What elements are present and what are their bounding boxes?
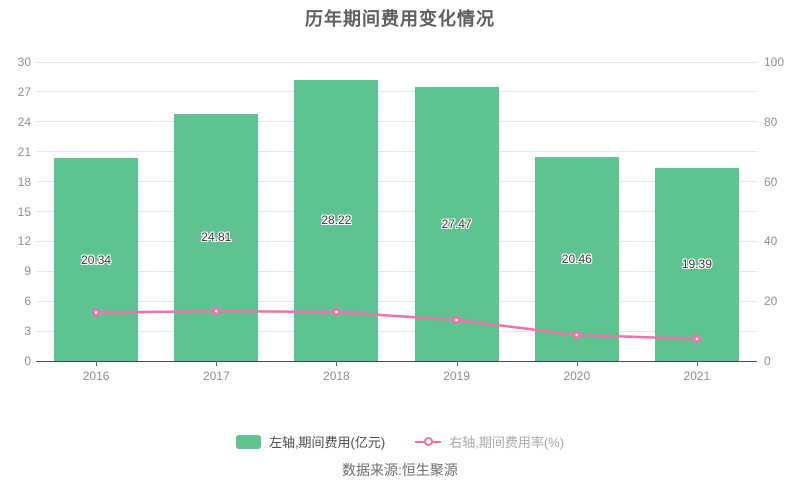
bar-value-label: 19.39 (681, 257, 712, 272)
x-axis-label-2017: 2017 (202, 369, 230, 383)
bar-value-label: 20.46 (561, 252, 592, 266)
bar-2016[interactable] (54, 158, 139, 361)
plot-area: 20.34 24.81 28.22 27.47 20.46 19.39 (36, 61, 757, 361)
left-axis-tick-label: 18 (17, 174, 31, 189)
left-axis-tick-label: 12 (17, 234, 31, 249)
legend-item-period-expense[interactable]: 左轴,期间费用(亿元) (235, 432, 386, 451)
line-series-swatch-icon (415, 435, 442, 449)
gridline (36, 300, 757, 302)
line-point-center-dot (335, 310, 338, 314)
circle-marker-icon (423, 437, 433, 446)
x-axis-label-2021: 2021 (683, 369, 711, 383)
left-axis-tick-label: 9 (24, 264, 31, 279)
left-axis-tick-label: 24 (17, 114, 31, 129)
line-point-center-dot (695, 337, 699, 341)
left-axis-tick-label: 3 (24, 324, 31, 339)
bar-value-label: 20.34 (81, 252, 112, 267)
left-axis-tick-label: 6 (24, 294, 31, 309)
x-axis-tick (696, 361, 698, 366)
bar-2017[interactable] (174, 113, 259, 361)
gridline (36, 91, 757, 93)
legend-label: 右轴,期间费用率(%) (449, 435, 565, 450)
left-axis-tick-label: 15 (17, 204, 31, 219)
x-axis-line (36, 361, 757, 362)
right-axis-tick-label: 80 (764, 114, 778, 129)
bar-value-label: 24.81 (201, 230, 232, 245)
bar-2021[interactable] (654, 167, 739, 361)
data-source: 数据来源:恒生聚源 (342, 462, 458, 478)
line-point-center-dot (215, 309, 218, 313)
gridline (36, 181, 757, 183)
bar-2020[interactable] (534, 157, 619, 361)
x-axis-tick (456, 361, 458, 366)
gridline (36, 211, 757, 212)
x-axis-label-2016: 2016 (82, 369, 110, 383)
right-axis-tick-label: 20 (764, 294, 778, 309)
legend: 左轴,期间费用(亿元) 右轴,期间费用率(%) (0, 432, 800, 451)
left-axis-tick-label: 21 (17, 144, 31, 159)
right-axis-tick-label: 60 (764, 174, 778, 189)
x-axis-label-2020: 2020 (563, 369, 591, 383)
line-point-center-dot (575, 333, 579, 337)
right-axis-tick-label: 0 (764, 354, 771, 368)
legend-label: 左轴,期间费用(亿元) (268, 435, 386, 450)
bar-value-label: 27.47 (441, 217, 472, 232)
gridline (36, 330, 757, 332)
gridline (36, 270, 757, 272)
line-point-center-dot (94, 311, 98, 314)
right-axis-tick-label: 40 (764, 234, 778, 249)
bar-2019[interactable] (414, 87, 499, 361)
gridline (36, 151, 757, 153)
bar-series-swatch-icon (235, 434, 261, 449)
x-axis-tick (336, 361, 338, 366)
left-axis-tick-label: 0 (24, 354, 31, 368)
gridline (36, 61, 757, 63)
gridline (36, 121, 757, 123)
left-axis-tick-label: 30 (17, 55, 31, 69)
chart-title: 历年期间费用变化情况 (305, 9, 495, 29)
line-series (91, 306, 702, 344)
gridline (36, 240, 757, 242)
x-axis-tick (576, 361, 578, 366)
bar-value-label: 28.22 (321, 213, 352, 228)
line-point-center-dot (455, 318, 458, 322)
legend-item-expense-rate[interactable]: 右轴,期间费用率(%) (415, 432, 564, 451)
x-axis-tick (216, 361, 218, 366)
left-axis-tick-label: 27 (17, 84, 31, 99)
x-axis-label-2018: 2018 (323, 369, 350, 383)
right-axis-tick-label: 100 (764, 55, 785, 69)
x-axis-tick (96, 361, 98, 366)
x-axis-label-2019: 2019 (443, 369, 470, 383)
